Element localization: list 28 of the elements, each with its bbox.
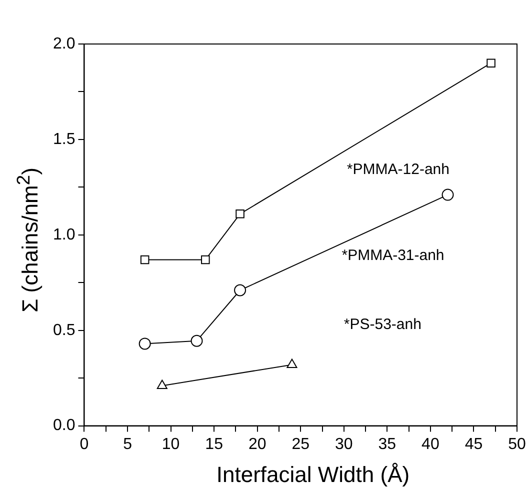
annotation: *PMMA-31-anh (342, 247, 444, 264)
x-tick-label: 15 (205, 436, 224, 453)
point (442, 188, 454, 201)
x-tick-label: 25 (292, 436, 310, 453)
point (236, 210, 244, 218)
x-tick-label: 45 (464, 436, 483, 453)
x-axis-title: Interfacial Width (Å) (215, 462, 411, 488)
y-tick-label: 0.0 (52, 417, 76, 434)
x-tick-label: 0 (80, 436, 89, 453)
y-tick-label: 1.5 (52, 130, 76, 148)
x-tick-label: 30 (335, 436, 353, 453)
x-tick-label: 35 (378, 436, 396, 453)
annotation: *PMMA-12-anh (346, 161, 450, 178)
point (486, 58, 496, 68)
x-tick-label: 40 (422, 436, 440, 453)
point (201, 255, 210, 264)
x-tick-label: 50 (508, 436, 526, 453)
point (140, 255, 150, 264)
point (190, 334, 203, 347)
y-tick-label: 2.0 (52, 35, 76, 52)
x-tick-label: 5 (123, 436, 132, 453)
annotation: *PS-53-anh (344, 316, 422, 333)
y-tick-label: 1.0 (52, 226, 76, 244)
y-tick-label: 0.5 (52, 322, 76, 339)
x-tick-label: 20 (248, 436, 266, 453)
point (138, 338, 151, 350)
point (234, 284, 246, 296)
x-tick-label: 10 (162, 436, 180, 453)
